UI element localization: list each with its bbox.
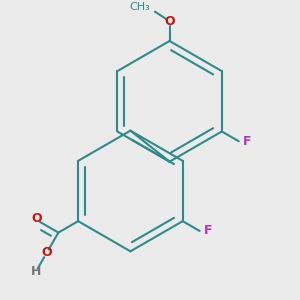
Text: F: F — [243, 135, 251, 148]
Text: O: O — [164, 15, 175, 28]
Text: O: O — [32, 212, 42, 225]
Text: H: H — [31, 265, 41, 278]
Text: CH₃: CH₃ — [129, 2, 150, 12]
Text: O: O — [41, 246, 52, 260]
Text: F: F — [203, 224, 212, 237]
